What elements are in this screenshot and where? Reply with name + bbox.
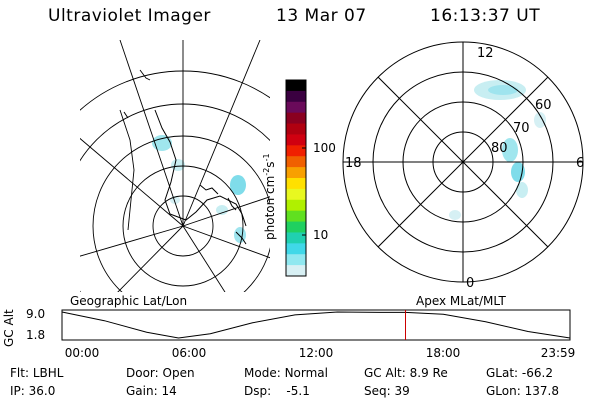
timeline-ylabel: GC Alt	[2, 309, 16, 347]
colorbar-segment	[286, 123, 306, 135]
colorbar-segment	[286, 90, 306, 103]
colorbar-unit: photon cm-2s-1	[262, 153, 277, 240]
colorbar-segment	[286, 188, 306, 201]
colorbar-tick-10: 10	[313, 228, 329, 242]
colorbar-segment	[286, 80, 306, 92]
timeline-xtick-3: 18:00	[425, 346, 461, 360]
colorbar	[286, 80, 306, 277]
colorbar-frame	[285, 79, 307, 277]
mlt-label-6: 6	[576, 156, 585, 171]
colorbar-segment	[286, 145, 306, 157]
status-door: Door: Open	[126, 366, 195, 380]
altitude-timeline	[61, 309, 571, 341]
timeline-xtick-2: 12:00	[298, 346, 334, 360]
colorbar-segment	[286, 254, 306, 266]
colorbar-tick-100: 100	[313, 141, 336, 155]
mlt-label-0: 0	[466, 276, 475, 291]
status-gain: Gain: 14	[126, 384, 177, 398]
colorbar-segment	[286, 199, 306, 212]
mlt-label-18: 18	[345, 156, 362, 171]
status-dsp: Dsp: -5.1	[244, 384, 310, 398]
left-panel-title: Geographic Lat/Lon	[70, 294, 188, 308]
status-seq: Seq: 39	[364, 384, 410, 398]
timeline-xtick-4: 23:59	[540, 346, 576, 360]
mlt-label-12: 12	[477, 46, 494, 61]
mlat-label-80: 80	[491, 141, 508, 156]
status-flt: Flt: LBHL	[10, 366, 64, 380]
timeline-xtick-1: 06:00	[171, 346, 207, 360]
right-panel-title: Apex MLat/MLT	[416, 294, 506, 308]
status-glat: GLat: -66.2	[486, 366, 553, 380]
colorbar-segment	[286, 156, 306, 168]
aurora-emission-right	[449, 80, 546, 220]
timeline-ytick-bottom: 1.8	[26, 328, 46, 342]
aurora-emission-left	[152, 135, 246, 243]
status-ip: IP: 36.0	[10, 384, 56, 398]
altitude-curve	[61, 311, 571, 339]
status-glon: GLon: 137.8	[486, 384, 559, 398]
colorbar-segment	[286, 101, 306, 114]
header-date: 13 Mar 07	[276, 6, 367, 26]
colorbar-segment	[286, 134, 306, 146]
geographic-map	[80, 40, 270, 292]
colorbar-segment	[286, 167, 306, 179]
instrument-title: Ultraviolet Imager	[48, 6, 211, 26]
status-mode: Mode: Normal	[244, 366, 328, 380]
header-time: 16:13:37 UT	[430, 6, 541, 26]
colorbar-segment	[286, 178, 306, 190]
colorbar-segment	[286, 232, 306, 244]
mlat-label-60: 60	[535, 98, 552, 113]
colorbar-segment	[286, 112, 306, 125]
status-gcalt: GC Alt: 8.9 Re	[364, 366, 448, 380]
colorbar-segment	[286, 221, 306, 233]
magnetic-polar-plot	[342, 41, 584, 283]
mlat-label-70: 70	[513, 121, 530, 136]
colorbar-segment	[286, 265, 306, 277]
timeline-xtick-0: 00:00	[64, 346, 100, 360]
timeline-ytick-top: 9.0	[26, 307, 46, 321]
colorbar-segment	[286, 210, 306, 223]
colorbar-segment	[286, 243, 306, 255]
